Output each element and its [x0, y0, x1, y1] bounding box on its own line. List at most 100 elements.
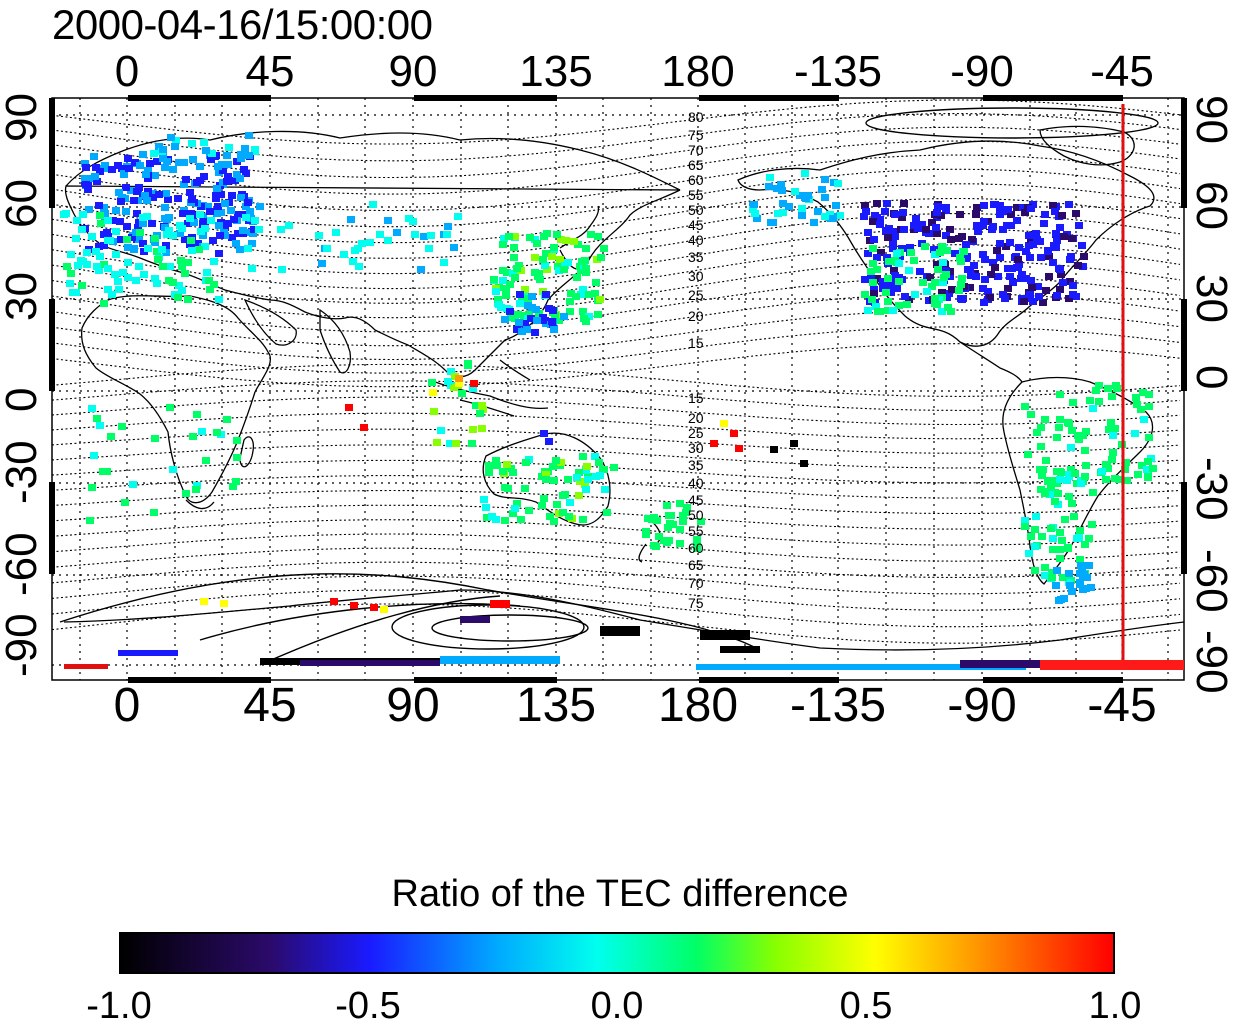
tec-cell [791, 188, 799, 195]
tec-cell [236, 246, 244, 253]
tec-cell [1145, 391, 1153, 398]
tec-cell [570, 238, 578, 245]
tec-cell [1015, 244, 1023, 251]
tec-cell [78, 282, 86, 289]
tec-cell [539, 256, 547, 263]
tec-cell [177, 257, 185, 264]
tec-cell [1021, 403, 1029, 410]
tec-cell [1027, 236, 1035, 243]
tec-ratio-cells [60, 132, 1157, 670]
tec-cell [603, 509, 611, 516]
tec-cell [1082, 428, 1090, 435]
tec-cell [931, 251, 939, 258]
tec-cell [1059, 574, 1067, 581]
tec-cell [1065, 493, 1073, 500]
contour-line [51, 412, 1181, 440]
tec-cell [93, 415, 101, 422]
tec-cell [214, 163, 222, 170]
tec-cell [887, 282, 895, 289]
tec-cell [1028, 284, 1036, 291]
tec-cell [104, 233, 112, 240]
tec-cell [518, 295, 526, 302]
contour-label-north-6: 50 [688, 202, 704, 218]
tec-cell [82, 164, 90, 171]
tec-cell [1122, 459, 1130, 466]
tec-cell [907, 249, 915, 256]
tec-cell [814, 208, 822, 215]
tec-cell [546, 513, 554, 520]
tec-cell [210, 258, 218, 265]
tec-cell [777, 181, 785, 188]
tec-cell [873, 275, 881, 282]
tec-cell [881, 208, 889, 215]
tec-cell [217, 209, 225, 216]
tec-cell [176, 230, 184, 237]
tec-cell [499, 267, 507, 274]
tec-cell [162, 190, 170, 197]
tec-cell [139, 220, 147, 227]
tec-cell [531, 236, 539, 243]
tec-cell [190, 219, 198, 226]
tec-cell [968, 236, 976, 243]
tec-cell [951, 250, 959, 257]
tec-cell [84, 186, 92, 193]
tec-cell [800, 460, 808, 467]
tec-cell [501, 316, 509, 323]
contour-label-north-12: 20 [688, 308, 704, 324]
contour-line [51, 154, 1181, 212]
tec-cell [79, 211, 87, 218]
tec-cell [749, 206, 757, 213]
tec-cell [1006, 239, 1014, 246]
tec-cell [429, 389, 437, 396]
contour-label-south-2: 25 [688, 425, 704, 441]
tec-cell [1108, 393, 1116, 400]
top-tick-3: 135 [519, 47, 593, 96]
tec-cell [241, 145, 249, 152]
tec-cell [930, 246, 938, 253]
tec-cell [591, 453, 599, 460]
tec-cell [1076, 556, 1084, 563]
tec-cell [898, 214, 906, 221]
tec-cell [476, 410, 484, 417]
tec-cell [214, 203, 222, 210]
tec-cell [124, 244, 132, 251]
tec-cell [550, 518, 558, 525]
tec-cell [1034, 283, 1042, 290]
tec-cell [206, 286, 214, 293]
tec-cell [186, 189, 194, 196]
tec-cell [861, 276, 869, 283]
tec-cell [876, 216, 884, 223]
tec-cell [974, 228, 982, 235]
tec-cell [511, 315, 519, 322]
tec-cell [240, 166, 248, 173]
tec-cell [444, 378, 452, 385]
tec-cell [1073, 535, 1081, 542]
tec-cell [246, 208, 254, 215]
tec-cell [556, 256, 564, 263]
tec-cell [101, 210, 109, 217]
tec-cell [543, 266, 551, 273]
contour-line [51, 396, 1181, 426]
tec-cell [576, 478, 584, 485]
tec-cell [921, 243, 929, 250]
tec-cell [330, 598, 338, 605]
tec-cell [159, 146, 167, 153]
tec-cell [991, 201, 999, 208]
tec-cell [979, 222, 987, 229]
tec-cell [393, 229, 401, 236]
tec-cell [1021, 517, 1029, 524]
tec-cell [521, 485, 529, 492]
tec-cell [585, 291, 593, 298]
tec-cell [171, 143, 179, 150]
tec-cell [124, 274, 132, 281]
tec-cell [135, 236, 143, 243]
tec-cell [188, 140, 196, 147]
contour-label-south-11: 70 [688, 575, 704, 591]
tec-cell [579, 516, 587, 523]
tec-cell [133, 188, 141, 195]
tec-cell [1095, 382, 1103, 389]
tec-cell [509, 270, 517, 277]
tec-cell [549, 463, 557, 470]
tec-cell [1052, 230, 1060, 237]
tec-cell [174, 195, 182, 202]
